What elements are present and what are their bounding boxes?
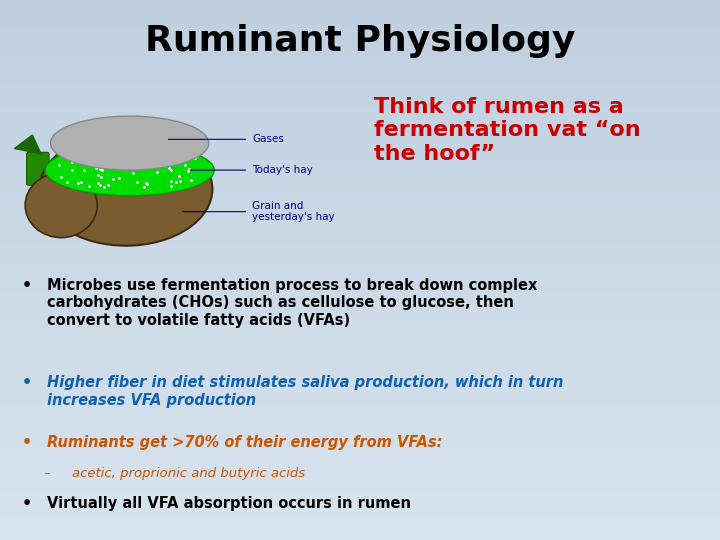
Text: –: – — [43, 467, 50, 480]
Text: Today's hay: Today's hay — [252, 165, 312, 175]
Ellipse shape — [25, 173, 97, 238]
Text: Virtually all VFA absorption occurs in rumen: Virtually all VFA absorption occurs in r… — [47, 496, 411, 511]
Ellipse shape — [40, 132, 212, 246]
Text: Higher fiber in diet stimulates saliva production, which in turn
increases VFA p: Higher fiber in diet stimulates saliva p… — [47, 375, 563, 408]
Text: •: • — [22, 496, 32, 511]
Text: acetic, proprionic and butyric acids: acetic, proprionic and butyric acids — [72, 467, 305, 480]
Ellipse shape — [50, 116, 209, 170]
Text: Gases: Gases — [252, 134, 284, 144]
Text: Ruminant Physiology: Ruminant Physiology — [145, 24, 575, 58]
Text: •: • — [22, 278, 32, 293]
Text: Think of rumen as a
fermentation vat “on
the hoof”: Think of rumen as a fermentation vat “on… — [374, 97, 641, 164]
Text: Grain and
yesterday's hay: Grain and yesterday's hay — [252, 201, 335, 222]
Text: Microbes use fermentation process to break down complex
carbohydrates (CHOs) suc: Microbes use fermentation process to bre… — [47, 278, 537, 328]
Text: •: • — [22, 375, 32, 390]
Polygon shape — [14, 135, 41, 154]
Ellipse shape — [45, 144, 215, 195]
Text: Ruminants get >70% of their energy from VFAs:: Ruminants get >70% of their energy from … — [47, 435, 442, 450]
Text: •: • — [22, 435, 32, 450]
FancyBboxPatch shape — [27, 152, 49, 185]
